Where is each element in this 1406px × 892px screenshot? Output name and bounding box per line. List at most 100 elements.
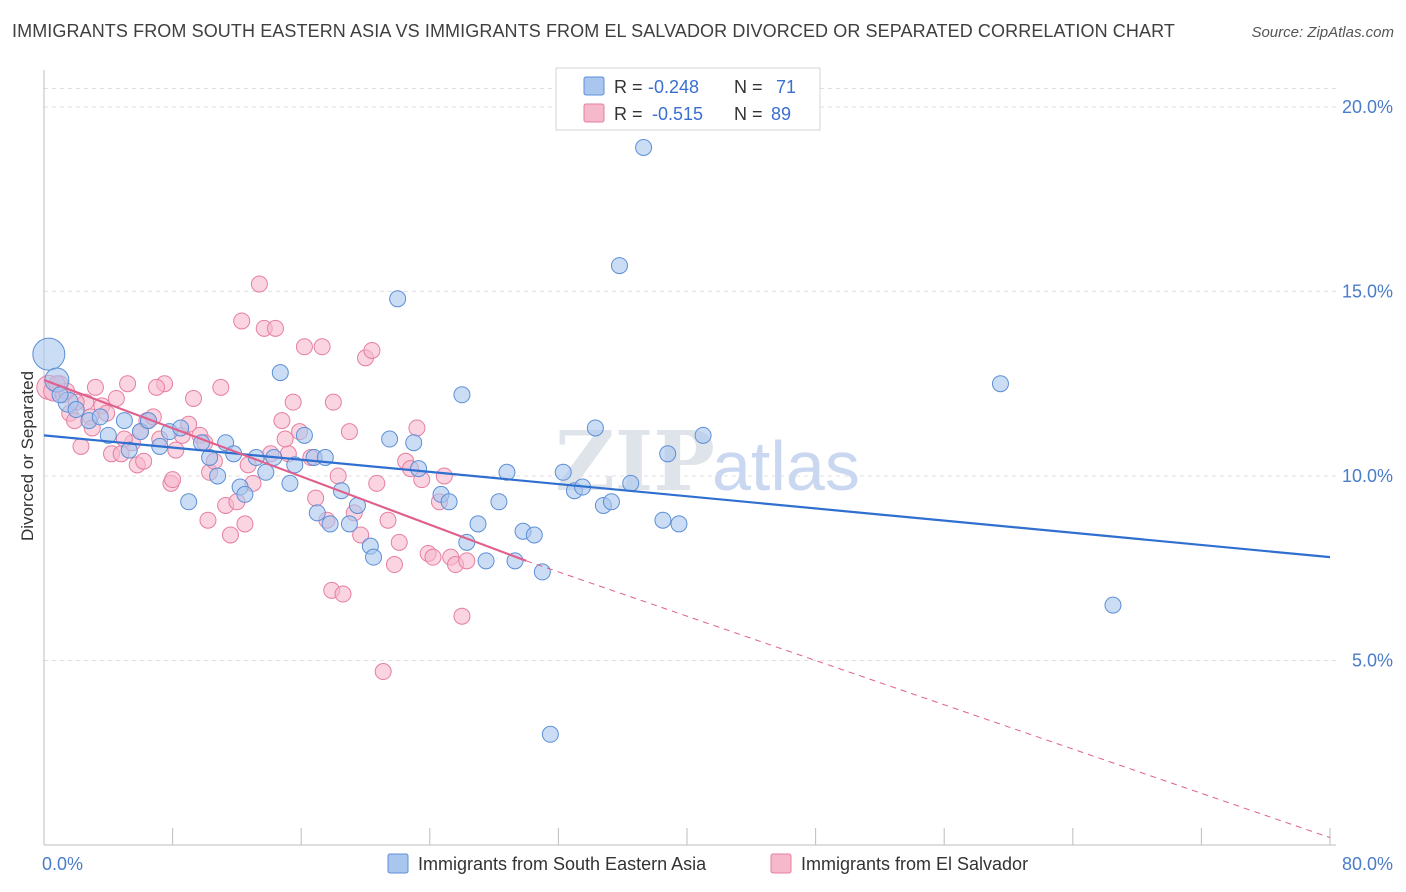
point-south-eastern-asia [554, 463, 572, 481]
source-label: Source: ZipAtlas.com [1251, 24, 1394, 41]
point-south-eastern-asia [541, 725, 559, 743]
point-el-salvador [424, 548, 442, 566]
point-el-salvador [329, 467, 347, 485]
point-el-salvador [374, 663, 392, 681]
point-south-eastern-asia [257, 463, 275, 481]
legend-swatch-pink [583, 103, 605, 123]
point-el-salvador [368, 474, 386, 492]
legend-n-value-1: 71 [776, 77, 796, 97]
chart-title: IMMIGRANTS FROM SOUTH EASTERN ASIA VS IM… [12, 21, 1175, 41]
trend-extension-el-salvador [526, 560, 1331, 839]
point-south-eastern-asia [586, 419, 604, 437]
point-el-salvador [199, 511, 217, 529]
point-south-eastern-asia [32, 337, 66, 371]
trend-line-south-eastern-asia [43, 434, 1331, 559]
axes [43, 70, 1336, 846]
point-el-salvador [236, 515, 254, 533]
point-el-salvador [266, 319, 284, 337]
data-points [32, 139, 1122, 743]
point-el-salvador [324, 393, 342, 411]
legend-r-value-2: -0.515 [652, 104, 703, 124]
point-el-salvador [72, 437, 90, 455]
point-el-salvador [212, 378, 230, 396]
point-el-salvador [86, 378, 104, 396]
point-south-eastern-asia [533, 563, 551, 581]
point-south-eastern-asia [120, 441, 138, 459]
point-south-eastern-asia [659, 445, 677, 463]
point-south-eastern-asia [91, 408, 109, 426]
series-legend-swatch-blue [387, 853, 409, 874]
point-el-salvador [184, 389, 202, 407]
grid-lines [44, 87, 1336, 661]
point-el-salvador [119, 375, 137, 393]
y-tick-label: 10.0% [1342, 466, 1393, 486]
y-axis-label: Divorced or Separated [18, 371, 37, 541]
series-legend-swatch-pink [770, 853, 792, 874]
point-south-eastern-asia [236, 485, 254, 503]
point-el-salvador [307, 489, 325, 507]
point-south-eastern-asia [525, 526, 543, 544]
point-south-eastern-asia [67, 401, 85, 419]
point-south-eastern-asia [602, 493, 620, 511]
point-south-eastern-asia [506, 552, 524, 570]
point-el-salvador [284, 393, 302, 411]
point-south-eastern-asia [453, 386, 471, 404]
legend-swatch-blue [583, 76, 605, 96]
point-el-salvador [435, 467, 453, 485]
series-legend-label-pink: Immigrants from El Salvador [801, 854, 1028, 874]
point-el-salvador [363, 341, 381, 359]
point-el-salvador [276, 430, 294, 448]
legend-n-value-2: 89 [771, 104, 791, 124]
legend-n-label-1: N = [734, 77, 763, 97]
point-el-salvador [221, 526, 239, 544]
point-south-eastern-asia [201, 449, 219, 466]
point-el-salvador [167, 441, 185, 459]
point-south-eastern-asia [115, 412, 133, 430]
legend-r-label-1: R = [614, 77, 643, 97]
point-south-eastern-asia [410, 460, 428, 478]
point-south-eastern-asia [440, 493, 458, 511]
point-el-salvador [250, 275, 268, 293]
point-el-salvador [453, 607, 471, 625]
point-el-salvador [340, 423, 358, 441]
point-el-salvador [313, 338, 331, 356]
y-axis-ticks: 5.0% 10.0% 15.0% 20.0% [1342, 97, 1393, 671]
trend-lines [43, 378, 1331, 839]
point-south-eastern-asia [180, 493, 198, 511]
point-south-eastern-asia [635, 139, 653, 156]
legend-n-label-2: N = [734, 104, 763, 124]
point-el-salvador [164, 471, 182, 489]
point-south-eastern-asia [271, 364, 289, 382]
series-legend: Immigrants from South Eastern Asia Immig… [387, 853, 1028, 874]
point-south-eastern-asia [405, 434, 423, 452]
point-south-eastern-asia [340, 515, 358, 533]
point-el-salvador [233, 312, 251, 330]
point-el-salvador [352, 526, 370, 544]
series-legend-label-blue: Immigrants from South Eastern Asia [418, 854, 707, 874]
point-el-salvador [385, 556, 403, 574]
y-tick-label: 5.0% [1352, 650, 1393, 670]
point-el-salvador [273, 412, 291, 430]
point-south-eastern-asia [694, 426, 712, 444]
trend-line-el-salvador [43, 378, 527, 562]
point-el-salvador [135, 452, 153, 470]
point-south-eastern-asia [610, 257, 628, 275]
x-tick-label: 0.0% [42, 854, 83, 874]
y-tick-label: 15.0% [1342, 281, 1393, 301]
point-south-eastern-asia [654, 511, 672, 529]
point-south-eastern-asia [622, 474, 640, 492]
point-south-eastern-asia [991, 375, 1009, 393]
legend-r-value-1: -0.248 [648, 77, 699, 97]
point-south-eastern-asia [295, 426, 313, 444]
point-south-eastern-asia [381, 430, 399, 448]
point-south-eastern-asia [477, 552, 495, 570]
correlation-legend: R = -0.248 N = 71 R = -0.515 N = 89 [555, 67, 821, 131]
point-el-salvador [408, 419, 426, 437]
point-south-eastern-asia [321, 515, 339, 533]
point-south-eastern-asia [670, 515, 688, 533]
x-axis-ticks: 0.0% 80.0% [42, 828, 1393, 874]
point-el-salvador [379, 511, 397, 529]
point-el-salvador [458, 552, 476, 570]
point-south-eastern-asia [389, 290, 407, 308]
